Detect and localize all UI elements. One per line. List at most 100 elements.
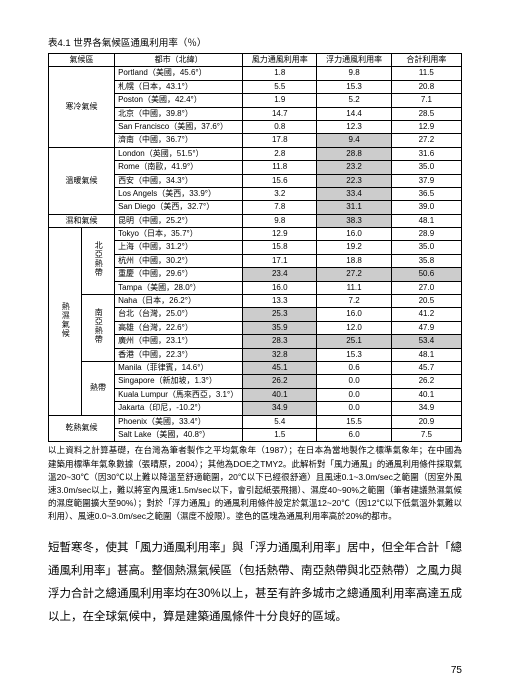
city-cell: Poston（美國，42.4°） [115, 94, 243, 107]
total-cell: 28.9 [391, 228, 461, 241]
page: 表4.1 世界各氣候區通風利用率（％） 氣候區 都市（北緯） 風力通風利用率 浮… [0, 0, 510, 698]
total-cell: 20.8 [391, 80, 461, 93]
buoy-cell: 6.0 [317, 428, 391, 441]
subzone-cell: 南亞熱帶 [82, 295, 115, 362]
buoy-cell: 31.1 [317, 201, 391, 214]
wind-cell: 13.3 [243, 295, 317, 308]
buoy-cell: 16.0 [317, 308, 391, 321]
city-cell: 杭州（中國，30.2°） [115, 254, 243, 267]
total-cell: 7.1 [391, 94, 461, 107]
header-city: 都市（北緯） [115, 54, 243, 67]
total-cell: 37.9 [391, 174, 461, 187]
total-cell: 35.8 [391, 254, 461, 267]
wind-cell: 16.0 [243, 281, 317, 294]
city-cell: 高雄（台灣，22.6°） [115, 321, 243, 334]
body-paragraph: 短暫寒冬，使其「風力通風利用率」與「浮力通風利用率」居中，但全年合計「總通風利用… [48, 537, 462, 629]
city-cell: 廣州（中國，23.1°） [115, 335, 243, 348]
wind-cell: 9.8 [243, 214, 317, 227]
buoy-cell: 0.0 [317, 388, 391, 401]
buoy-cell: 18.8 [317, 254, 391, 267]
city-cell: 西安（中國，34.3°） [115, 174, 243, 187]
zone-cell: 濕和氣候 [49, 214, 115, 227]
buoy-cell: 25.1 [317, 335, 391, 348]
buoy-cell: 12.0 [317, 321, 391, 334]
buoy-cell: 15.3 [317, 348, 391, 361]
buoy-cell: 7.2 [317, 295, 391, 308]
wind-cell: 1.9 [243, 94, 317, 107]
wind-cell: 2.8 [243, 147, 317, 160]
total-cell: 40.1 [391, 388, 461, 401]
city-cell: Jakarta（印尼，-10.2°） [115, 402, 243, 415]
total-cell: 36.5 [391, 187, 461, 200]
table-title: 表4.1 世界各氣候區通風利用率（％） [48, 35, 462, 49]
buoy-cell: 19.2 [317, 241, 391, 254]
buoy-cell: 11.1 [317, 281, 391, 294]
wind-cell: 35.9 [243, 321, 317, 334]
buoy-cell: 15.3 [317, 80, 391, 93]
wind-cell: 7.8 [243, 201, 317, 214]
zone-cell: 熱濕氣候 [49, 228, 82, 415]
wind-cell: 5.4 [243, 415, 317, 428]
table-row: 寒冷氣候Portland（美國，45.6°）1.89.811.5 [49, 67, 462, 80]
total-cell: 27.2 [391, 134, 461, 147]
table-header-row: 氣候區 都市（北緯） 風力通風利用率 浮力通風利用率 合計利用率 [49, 54, 462, 67]
city-cell: 昆明（中國，25.2°） [115, 214, 243, 227]
wind-cell: 0.8 [243, 120, 317, 133]
wind-cell: 15.8 [243, 241, 317, 254]
table-row: 熱濕氣候北亞熱帶Tokyo（日本，35.7°）12.916.028.9 [49, 228, 462, 241]
total-cell: 26.2 [391, 375, 461, 388]
wind-cell: 11.8 [243, 161, 317, 174]
total-cell: 20.5 [391, 295, 461, 308]
buoy-cell: 9.8 [317, 67, 391, 80]
wind-cell: 40.1 [243, 388, 317, 401]
city-cell: 北京（中國，39.8°） [115, 107, 243, 120]
wind-cell: 45.1 [243, 361, 317, 374]
table-body: 寒冷氣候Portland（美國，45.6°）1.89.811.5札幌（日本，43… [49, 67, 462, 442]
wind-cell: 26.2 [243, 375, 317, 388]
total-cell: 35.0 [391, 161, 461, 174]
wind-cell: 1.5 [243, 428, 317, 441]
buoy-cell: 15.5 [317, 415, 391, 428]
buoy-cell: 0.0 [317, 375, 391, 388]
table-row: 南亞熱帶Naha（日本，26.2°）13.37.220.5 [49, 295, 462, 308]
city-cell: Singapore（新加坡，1.3°） [115, 375, 243, 388]
total-cell: 28.5 [391, 107, 461, 120]
buoy-cell: 22.3 [317, 174, 391, 187]
wind-cell: 15.6 [243, 174, 317, 187]
wind-cell: 17.8 [243, 134, 317, 147]
wind-cell: 1.8 [243, 67, 317, 80]
buoy-cell: 9.4 [317, 134, 391, 147]
total-cell: 48.1 [391, 214, 461, 227]
buoy-cell: 12.3 [317, 120, 391, 133]
city-cell: Tokyo（日本，35.7°） [115, 228, 243, 241]
total-cell: 50.6 [391, 268, 461, 281]
city-cell: Manila（菲律賓，14.6°） [115, 361, 243, 374]
wind-cell: 17.1 [243, 254, 317, 267]
wind-cell: 5.5 [243, 80, 317, 93]
city-cell: Rome（南歐，41.9°） [115, 161, 243, 174]
table-footnote: 以上資料之計算基礎，在台灣為筆者製作之平均氣象年（1987）；在日本為當地製作之… [48, 444, 462, 523]
wind-cell: 12.9 [243, 228, 317, 241]
wind-cell: 28.3 [243, 335, 317, 348]
buoy-cell: 14.4 [317, 107, 391, 120]
city-cell: Tampa（美國，28.0°） [115, 281, 243, 294]
city-cell: Kuala Lumpur（馬來西亞，3.1°） [115, 388, 243, 401]
table-row: 乾熱氣候Phoenix（美國，33.4°）5.415.520.9 [49, 415, 462, 428]
total-cell: 31.6 [391, 147, 461, 160]
table-row: 溫暖氣候London（英國，51.5°）2.828.831.6 [49, 147, 462, 160]
city-cell: San Diego（美西，32.7°） [115, 201, 243, 214]
total-cell: 11.5 [391, 67, 461, 80]
buoy-cell: 5.2 [317, 94, 391, 107]
total-cell: 7.5 [391, 428, 461, 441]
header-total: 合計利用率 [391, 54, 461, 67]
buoy-cell: 28.8 [317, 147, 391, 160]
total-cell: 53.4 [391, 335, 461, 348]
city-cell: Naha（日本，26.2°） [115, 295, 243, 308]
zone-cell: 寒冷氣候 [49, 67, 115, 147]
city-cell: 重慶（中國，29.6°） [115, 268, 243, 281]
city-cell: Phoenix（美國，33.4°） [115, 415, 243, 428]
total-cell: 45.7 [391, 361, 461, 374]
city-cell: 台北（台灣，25.0°） [115, 308, 243, 321]
city-cell: 香港（中國，22.3°） [115, 348, 243, 361]
subzone-cell: 熱帶 [82, 361, 115, 415]
